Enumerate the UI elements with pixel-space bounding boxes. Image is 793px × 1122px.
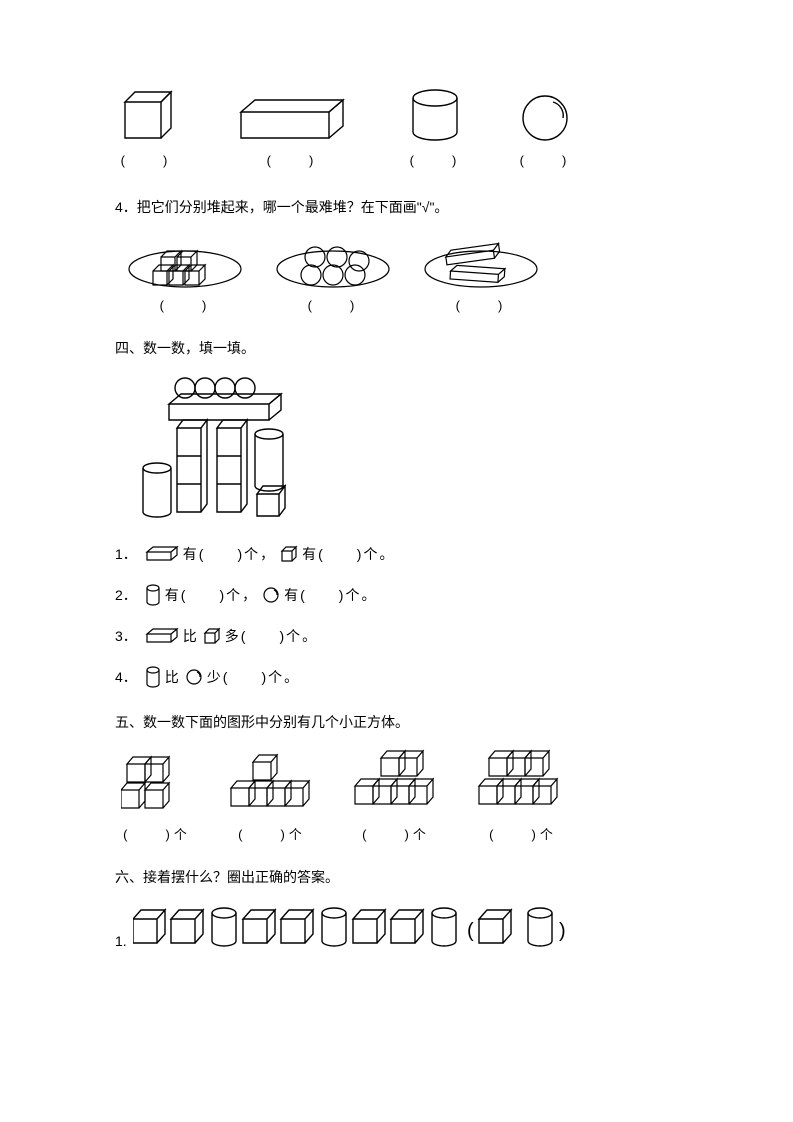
text: 多( )个。 [225, 626, 318, 646]
sec5-title: 五、数一数下面的图形中分别有几个小正方体。 [115, 712, 683, 732]
cube-icon [115, 88, 177, 144]
sphere-mini-icon [185, 668, 203, 686]
count-line-4: 4． 比 少( )个。 [115, 666, 683, 688]
text: 有( )个， [165, 585, 258, 605]
shape-cuboid: ( ) [233, 96, 351, 169]
count-line-2: 2． 有( )个， 有( )个。 [115, 584, 683, 606]
q4-plates-row: ( ) ( ) ( ) [125, 233, 683, 314]
plate-cuboids: ( ) [421, 233, 541, 314]
svg-text:(: ( [467, 920, 474, 942]
shape-cylinder: ( ) [407, 88, 463, 169]
top-shapes-row: ( ) ( ) ( ) ( [115, 88, 683, 169]
sec5-shapes-row: ( )个 ( )个 ( )个 [121, 748, 683, 843]
count-line-3: 3． 比 多( )个。 [115, 626, 683, 646]
plate-cubes-icon [125, 233, 245, 289]
cube-group-b: ( )个 [227, 752, 317, 843]
cylinder-mini-icon [145, 666, 161, 688]
plate-cuboids-icon [421, 233, 541, 289]
text: 有( )个。 [284, 585, 377, 605]
label: ( )个 [489, 824, 557, 843]
text: 比 [165, 667, 181, 687]
composite-icon [129, 374, 329, 524]
num: 1． [115, 544, 137, 564]
cylinder-mini-icon [145, 584, 161, 606]
label: ( )个 [238, 824, 306, 843]
cubes-c-icon [351, 748, 441, 818]
text: 有( )个。 [302, 544, 395, 564]
text: 有( )个， [183, 544, 276, 564]
label: ( )个 [123, 824, 191, 843]
cube-mini-icon [280, 545, 298, 563]
shape-cube: ( ) [115, 88, 177, 169]
svg-text:): ) [559, 920, 566, 942]
sec6-pattern-row: 1. ( ) [115, 903, 683, 949]
num: 4． [115, 667, 137, 687]
text: 少( )个。 [207, 667, 300, 687]
paren: ( ) [160, 295, 211, 314]
sphere-icon [519, 92, 571, 144]
paren: ( ) [308, 295, 359, 314]
cube-mini-icon [203, 627, 221, 645]
cuboid-mini-icon [145, 628, 179, 644]
plate-spheres-icon [273, 233, 393, 289]
cuboid-mini-icon [145, 546, 179, 562]
pattern-icon: ( ) [133, 903, 593, 949]
cubes-b-icon [227, 752, 317, 818]
plate-spheres: ( ) [273, 233, 393, 314]
paren: ( ) [121, 150, 172, 169]
paren: ( ) [520, 150, 571, 169]
cuboid-icon [233, 96, 351, 144]
cubes-a-icon [121, 752, 193, 818]
num: 3． [115, 626, 137, 646]
cube-group-a: ( )个 [121, 752, 193, 843]
paren: ( ) [410, 150, 461, 169]
label: ( )个 [362, 824, 430, 843]
sec6-num: 1. [115, 933, 127, 949]
q4-text: 4．把它们分别堆起来，哪一个最难堆？在下面画"√"。 [115, 197, 683, 217]
text: 比 [183, 626, 199, 646]
cylinder-icon [407, 88, 463, 144]
plate-cubes: ( ) [125, 233, 245, 314]
cube-group-d: ( )个 [475, 748, 571, 843]
cube-group-c: ( )个 [351, 748, 441, 843]
sec4-title: 四、数一数，填一填。 [115, 338, 683, 358]
paren: ( ) [456, 295, 507, 314]
cubes-d-icon [475, 748, 571, 818]
sphere-mini-icon [262, 586, 280, 604]
count-line-1: 1． 有( )个， 有( )个。 [115, 544, 683, 564]
paren: ( ) [267, 150, 318, 169]
shape-sphere: ( ) [519, 92, 571, 169]
sec6-title: 六、接着摆什么？圈出正确的答案。 [115, 867, 683, 887]
composite-figure [129, 374, 683, 524]
num: 2． [115, 585, 137, 605]
